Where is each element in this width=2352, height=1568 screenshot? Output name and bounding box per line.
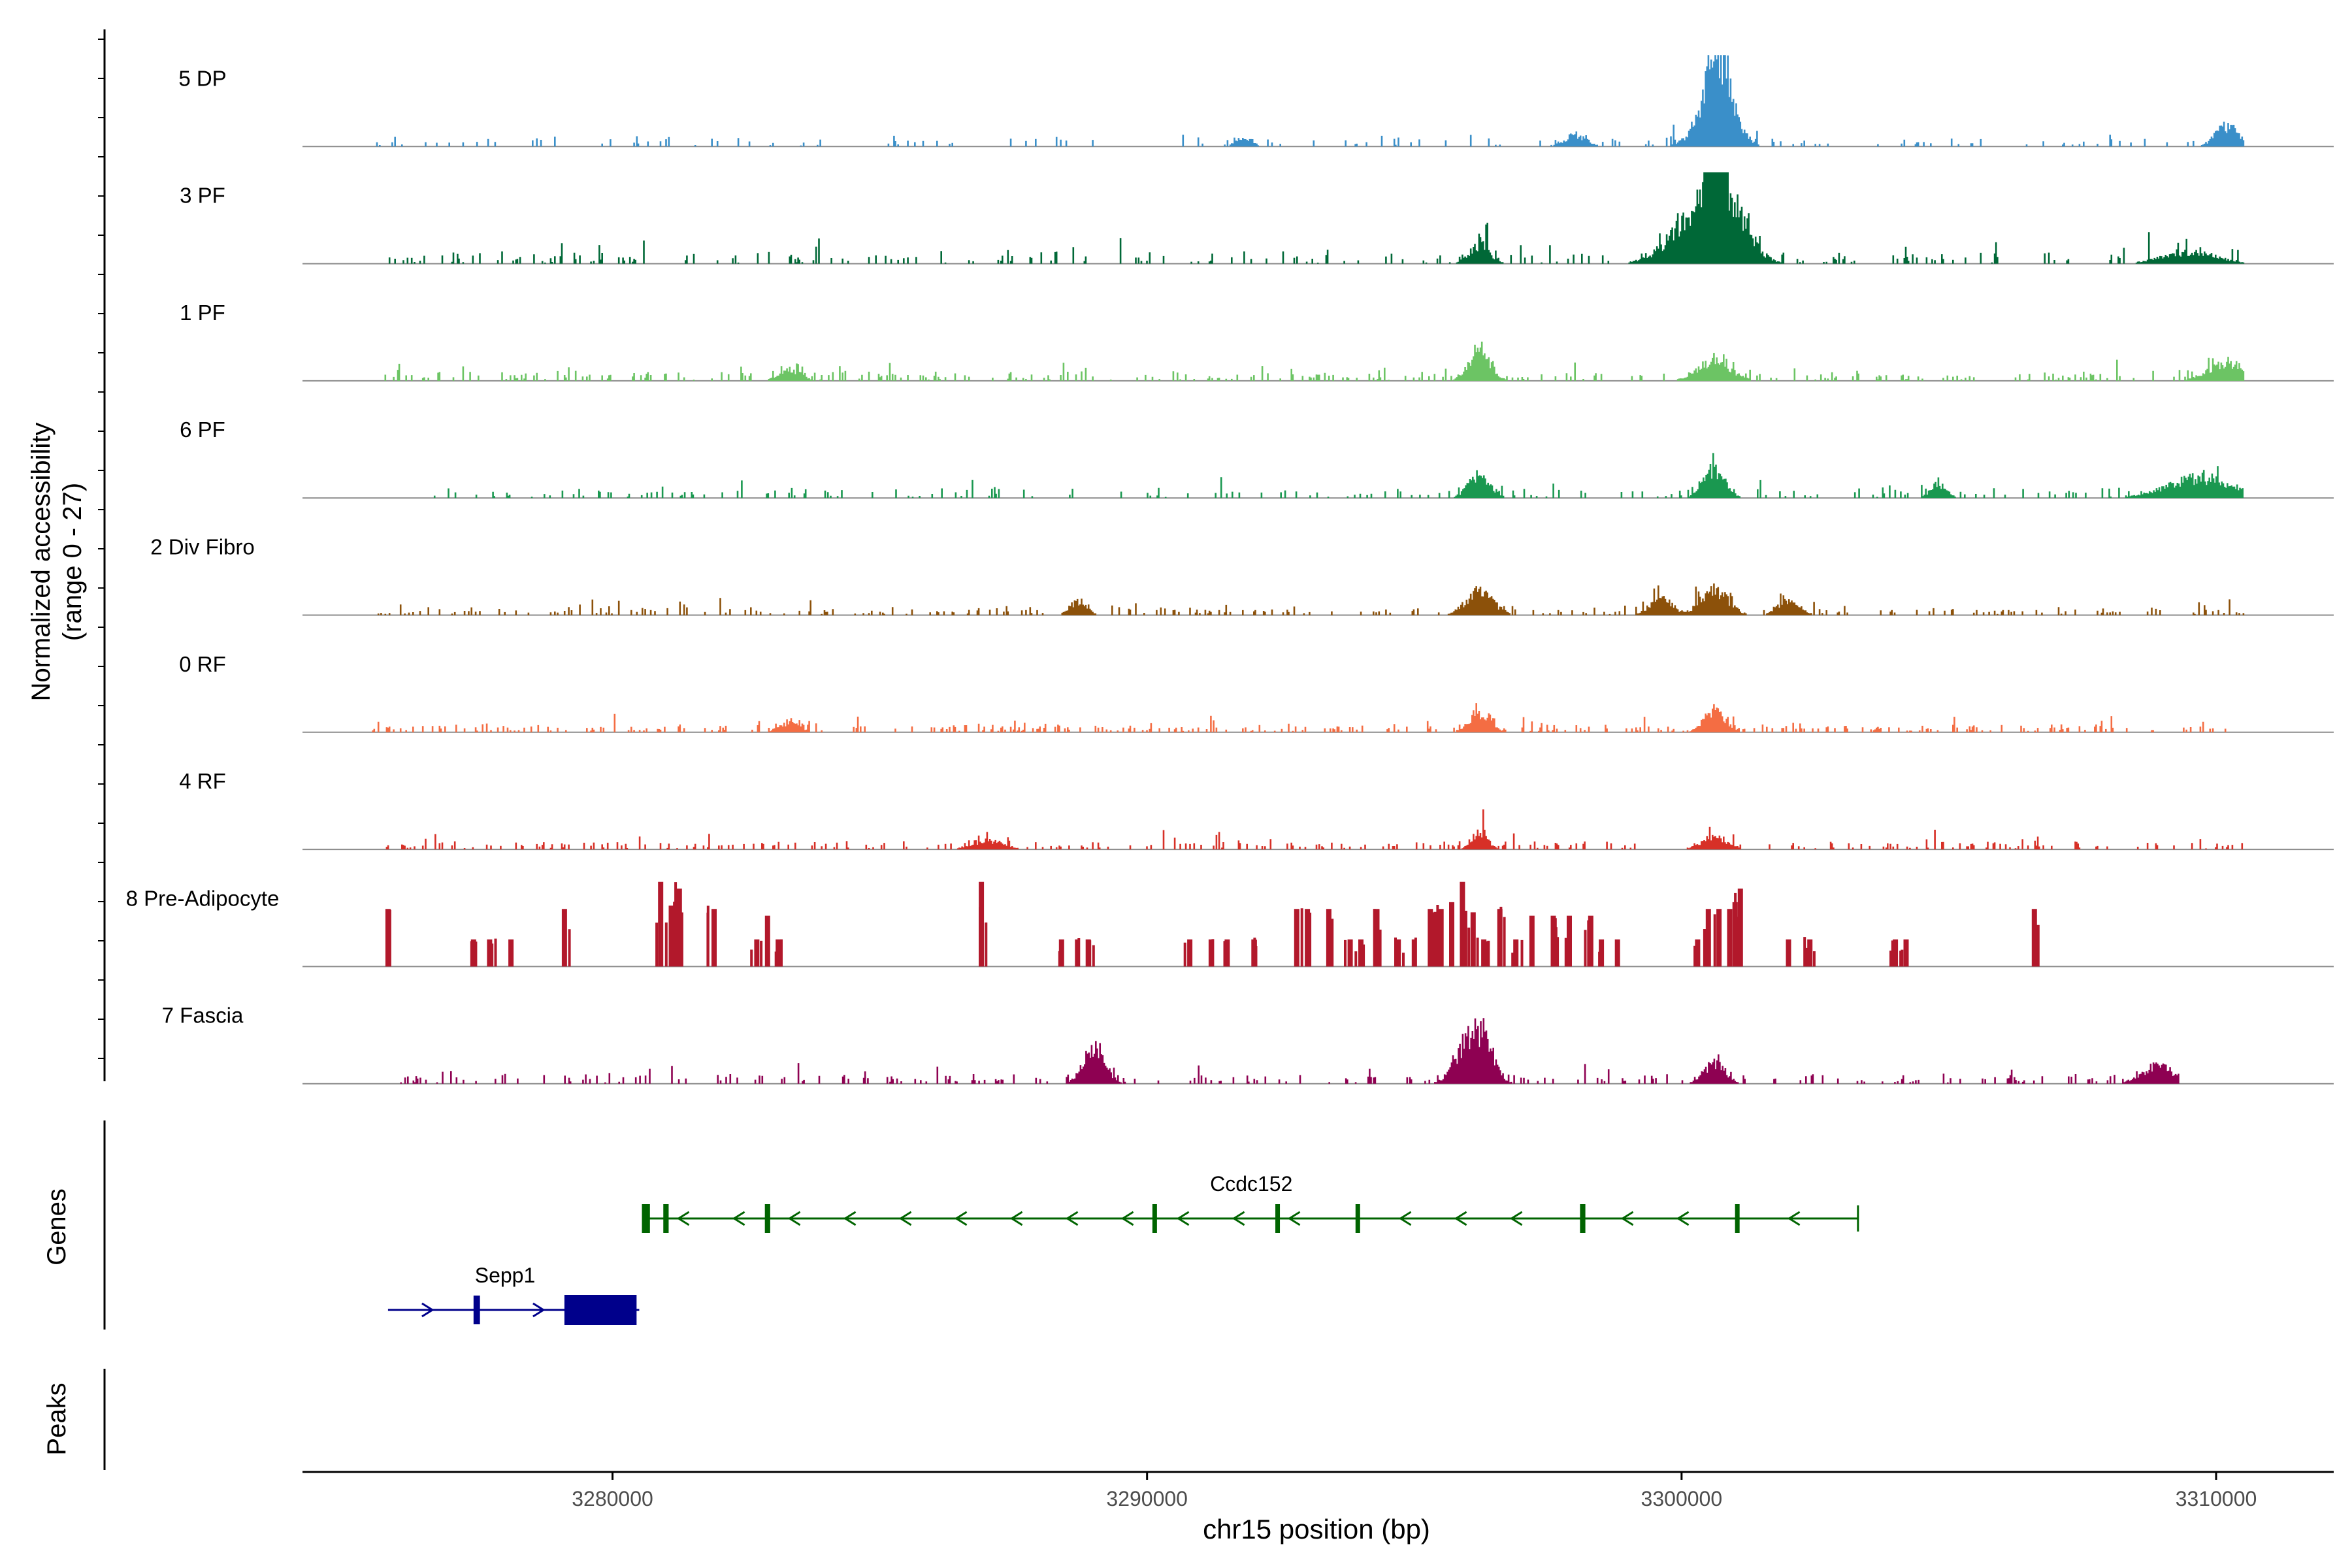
coverage-area [385, 809, 2244, 850]
track-label: 5 DP [178, 66, 226, 90]
coverage-area [377, 583, 2245, 615]
track-7-fascia: 7 Fascia [162, 1004, 2334, 1085]
strand-arrow [1009, 1211, 1023, 1226]
track-4-rf: 4 RF [179, 769, 2334, 851]
strand-arrow [1398, 1211, 1412, 1226]
gene-exon [642, 1204, 650, 1233]
track-label: 7 Fascia [162, 1004, 244, 1028]
strand-arrow [1676, 1211, 1690, 1226]
track-8-pre-adipocyte: 8 Pre-Adipocyte [126, 881, 2334, 968]
track-3-pf: 3 PF [180, 172, 2334, 265]
strand-arrow [1509, 1211, 1523, 1226]
track-6-pf: 6 PF [180, 417, 2334, 499]
gene-exon [1735, 1204, 1740, 1233]
track-label: 3 PF [180, 184, 225, 208]
x-axis-ticks: 3280000 3290000 3300000 3310000 [572, 1472, 2257, 1511]
track-1-pf: 1 PF [180, 301, 2334, 382]
gene-exon [1580, 1204, 1586, 1233]
x-axis-tick-label: 3290000 [1106, 1487, 1188, 1511]
x-axis-tick-label: 3300000 [1641, 1487, 1723, 1511]
track-label: 8 Pre-Adipocyte [126, 886, 280, 910]
track-label: 4 RF [179, 769, 226, 793]
strand-arrow [1176, 1211, 1190, 1226]
coverage-area [400, 1018, 2180, 1084]
track-2-div-fibro: 2 Div Fibro [150, 535, 2334, 616]
strand-arrow [1454, 1211, 1467, 1226]
track-0-rf: 0 RF [179, 652, 2334, 733]
strand-arrow [421, 1302, 434, 1318]
gene-name-label: Ccdc152 [1210, 1172, 1292, 1196]
genes-panel-label: Genes [42, 1188, 71, 1266]
y-axis-ticks [98, 39, 105, 1059]
peaks-panel-label: Peaks [42, 1382, 71, 1455]
coverage-tracks: 5 DP 3 PF 1 PF 6 PF 2 Div Fibro 0 RF 4 RF 8 Pre… [126, 55, 2334, 1085]
track-label: 1 PF [180, 301, 225, 325]
x-axis-tick-label: 3280000 [572, 1487, 653, 1511]
gene-exon [564, 1295, 637, 1325]
gene-exon [473, 1296, 480, 1324]
coverage-area [388, 172, 2245, 264]
coverage-area [376, 55, 2245, 147]
strand-arrow [787, 1211, 801, 1226]
strand-arrow [1620, 1211, 1634, 1226]
track-label: 2 Div Fibro [150, 535, 255, 559]
gene-name-label: Sepp1 [475, 1264, 536, 1287]
coverage-area [384, 341, 2245, 381]
track-5-dp: 5 DP [178, 55, 2334, 148]
y-axis-title-line1: Normalized accessibility [27, 423, 56, 702]
strand-arrow [954, 1211, 968, 1226]
track-label: 0 RF [179, 652, 226, 676]
gene-exon [1152, 1204, 1157, 1233]
strand-arrow [732, 1211, 745, 1226]
strand-arrow [1787, 1211, 1801, 1226]
x-axis-title: chr15 position (bp) [1203, 1514, 1430, 1544]
coverage-area [433, 453, 2244, 498]
gene-exon [764, 1204, 770, 1233]
strand-arrow [898, 1211, 912, 1226]
gene-exon [663, 1204, 669, 1233]
x-axis-tick-label: 3310000 [2176, 1487, 2257, 1511]
gene-exon [1355, 1204, 1360, 1233]
strand-arrow [843, 1211, 857, 1226]
coverage-area [385, 881, 2040, 967]
gene-exon [1275, 1204, 1281, 1233]
track-label: 6 PF [180, 417, 225, 442]
strand-arrow [1065, 1211, 1079, 1226]
coverage-area [372, 703, 2227, 732]
gene-ccdc152: Ccdc152 [642, 1172, 1859, 1233]
gene-sepp1: Sepp1 [387, 1264, 640, 1325]
strand-arrow [1287, 1211, 1301, 1226]
genes-panel: Ccdc152 Sepp1 [387, 1172, 1859, 1325]
y-axis-title: Normalized accessibility (range 0 - 27) [27, 423, 87, 702]
y-axis-title-line2: (range 0 - 27) [58, 483, 87, 641]
strand-arrow [532, 1302, 546, 1318]
strand-arrow [676, 1211, 690, 1226]
strand-arrow [1120, 1211, 1134, 1226]
strand-arrow [1232, 1211, 1245, 1226]
